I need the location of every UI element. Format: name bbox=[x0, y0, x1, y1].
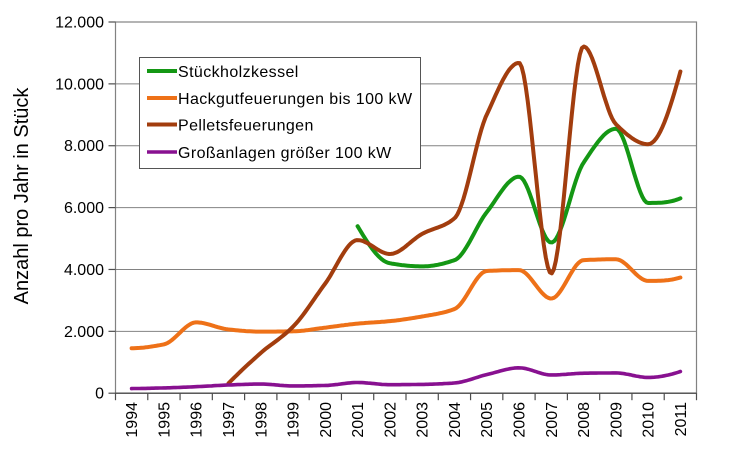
svg-text:2009: 2009 bbox=[608, 402, 625, 438]
svg-text:8.000: 8.000 bbox=[64, 138, 104, 155]
svg-text:1994: 1994 bbox=[124, 402, 141, 438]
svg-text:10.000: 10.000 bbox=[55, 76, 104, 93]
svg-text:2010: 2010 bbox=[641, 402, 658, 438]
svg-text:2.000: 2.000 bbox=[64, 324, 104, 341]
svg-text:2006: 2006 bbox=[511, 402, 528, 438]
svg-text:0: 0 bbox=[95, 386, 104, 403]
svg-text:Anzahl pro Jahr in Stück: Anzahl pro Jahr in Stück bbox=[11, 87, 33, 305]
svg-text:Stückholzkessel: Stückholzkessel bbox=[178, 64, 299, 81]
svg-text:2003: 2003 bbox=[415, 402, 432, 438]
svg-text:1998: 1998 bbox=[253, 402, 270, 438]
svg-text:4.000: 4.000 bbox=[64, 262, 104, 279]
svg-text:1999: 1999 bbox=[286, 402, 303, 438]
svg-text:2002: 2002 bbox=[382, 402, 399, 438]
svg-text:Großanlagen größer 100 kW: Großanlagen größer 100 kW bbox=[178, 145, 392, 162]
svg-text:Hackgutfeuerungen bis 100 kW: Hackgutfeuerungen bis 100 kW bbox=[178, 91, 413, 108]
svg-text:Pelletsfeuerungen: Pelletsfeuerungen bbox=[178, 118, 314, 135]
svg-text:1997: 1997 bbox=[221, 402, 238, 438]
svg-text:2000: 2000 bbox=[318, 402, 335, 438]
svg-text:2001: 2001 bbox=[350, 402, 367, 438]
svg-text:2005: 2005 bbox=[479, 402, 496, 438]
svg-text:2004: 2004 bbox=[447, 402, 464, 438]
svg-text:1995: 1995 bbox=[156, 402, 173, 438]
svg-text:2008: 2008 bbox=[576, 402, 593, 438]
svg-text:12.000: 12.000 bbox=[55, 15, 104, 32]
svg-text:2011: 2011 bbox=[673, 402, 690, 437]
svg-text:1996: 1996 bbox=[189, 402, 206, 438]
svg-text:6.000: 6.000 bbox=[64, 200, 104, 217]
svg-text:2007: 2007 bbox=[544, 402, 561, 438]
